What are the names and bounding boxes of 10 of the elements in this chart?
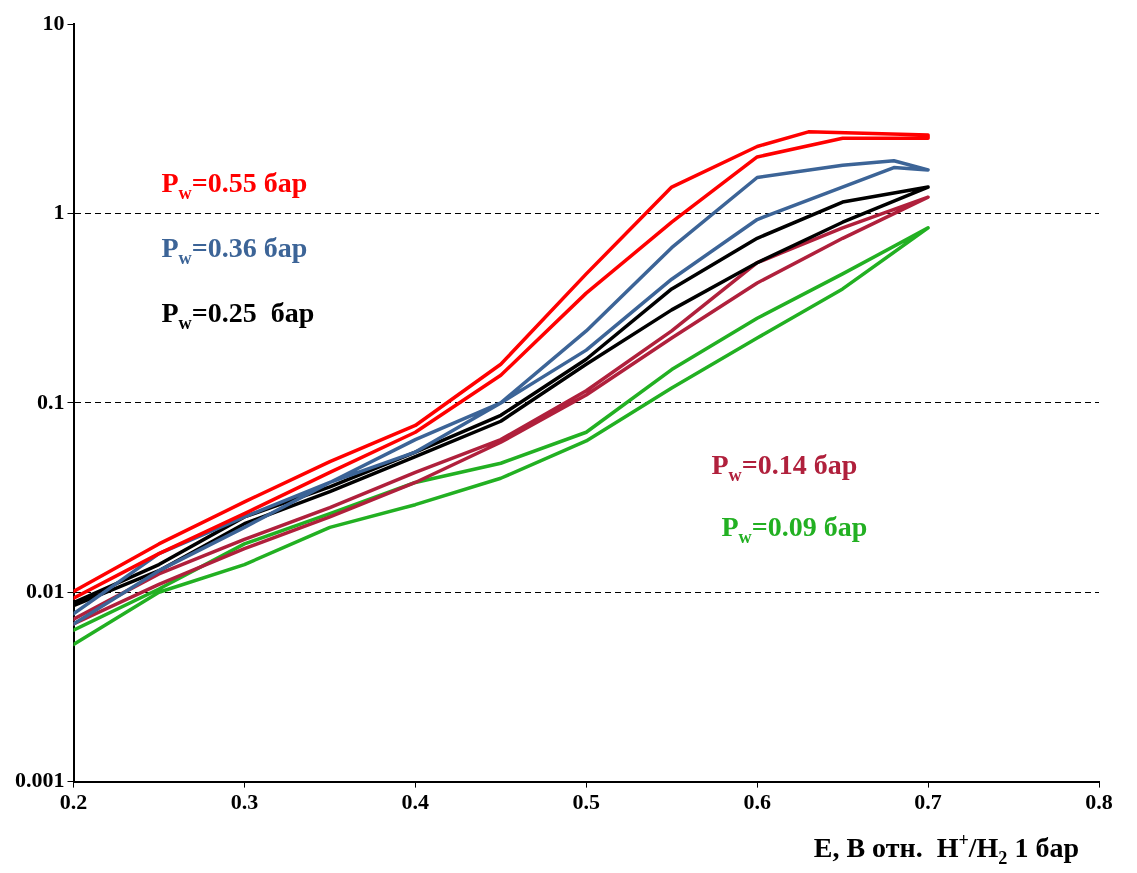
y-tick-label: 0.01 xyxy=(26,577,65,603)
x-tick-label: 0.3 xyxy=(230,789,259,815)
y-tick-label: 1 xyxy=(53,199,65,225)
x-tick-label: 0.4 xyxy=(401,789,430,815)
y-tick-label: 10 xyxy=(42,9,65,35)
y-tick-label: 0.1 xyxy=(37,388,65,414)
x-tick-label: 0.6 xyxy=(743,789,771,815)
x-tick-label: 0.7 xyxy=(914,789,942,815)
x-tick-label: 0.5 xyxy=(572,789,600,815)
x-tick-label: 0.8 xyxy=(1085,789,1113,815)
